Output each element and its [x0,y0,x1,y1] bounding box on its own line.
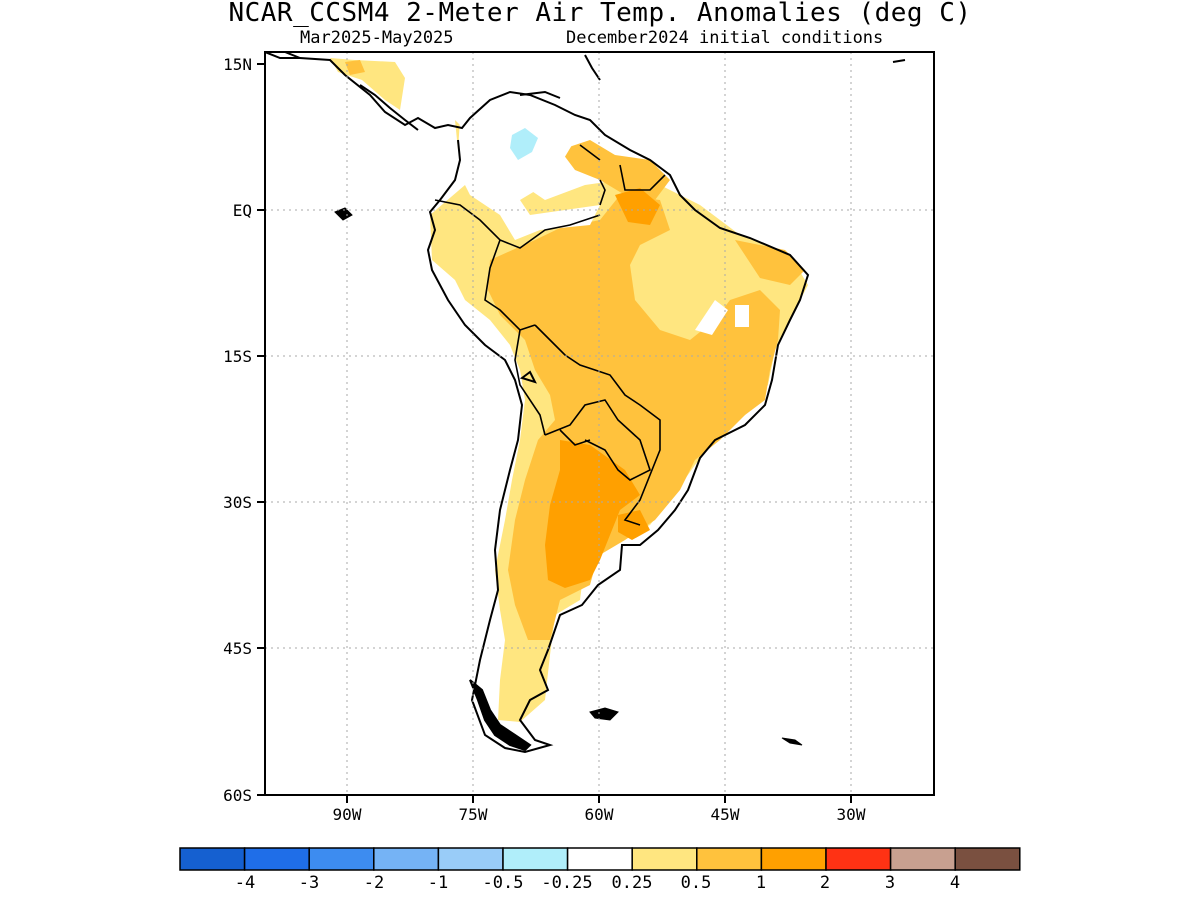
legend-label: 4 [950,873,960,893]
south-georgia [781,737,803,746]
initial-conditions: December2024 initial conditions [566,28,884,48]
legend-color-box [889,847,956,871]
anomaly-region-neutral-brazil-2 [735,305,749,327]
legend-label: -3 [299,873,319,893]
legend-label: -2 [364,873,384,893]
legend-color-box [954,847,1021,871]
continent-outline [284,52,810,754]
map-title: NCAR_CCSM4 2-Meter Air Temp. Anomalies (… [228,0,972,28]
anomaly-region-orange-argentina [545,440,640,588]
y-tick-label: 15S [223,347,252,366]
legend-color-box [631,847,698,871]
y-axis [257,63,265,796]
x-tick-label: 75W [459,805,488,824]
legend-color-box [760,847,827,871]
legend-color-box [437,847,504,871]
legend-label: 3 [885,873,895,893]
legend-label: 0.5 [681,873,712,893]
legend-label: -4 [235,873,255,893]
chile-fjords [469,679,532,752]
anomaly-region-neutral-brazil [695,300,728,335]
central-america-outline [265,52,419,131]
caribbean-islands [519,54,906,99]
anomaly-region-light-orange-amazon-north [560,140,670,200]
y-tick-label: 45S [223,639,252,658]
legend-label: 1 [756,873,766,893]
forecast-period: Mar2025-May2025 [300,28,454,48]
color-legend [179,847,1021,871]
legend-color-box [825,847,892,871]
grid-lines [265,52,934,795]
country-borders [434,144,666,526]
x-axis [346,795,852,803]
galapagos [334,207,353,221]
anomaly-region-light-orange-andes [345,60,365,75]
x-tick-label: 30W [837,805,866,824]
anomaly-region-light-blue [510,128,538,160]
color-legend-labels: -4 -3 -2 -1 -0.5 -0.25 0.25 0.5 1 2 3 4 [235,873,960,893]
legend-color-box [179,847,246,871]
legend-color-box [373,847,440,871]
legend-color-box [696,847,763,871]
legend-color-box [243,847,310,871]
legend-label: -1 [428,873,448,893]
anomaly-region-orange-amazon [615,188,660,225]
legend-label: -0.5 [483,873,524,893]
x-tick-label: 60W [585,805,614,824]
legend-color-box [308,847,375,871]
falkland-islands [589,707,619,721]
y-tick-label: EQ [233,201,252,220]
legend-color-box [502,847,569,871]
x-tick-label: 45W [711,805,740,824]
anomaly-region-neutral-north [458,95,600,240]
y-tick-label: 30S [223,493,252,512]
y-tick-label: 15N [223,55,252,74]
legend-color-box [566,847,633,871]
lake-titicaca [519,370,537,384]
legend-label: -0.25 [541,873,592,893]
x-tick-label: 90W [333,805,362,824]
anomaly-region-light-orange-northeast [735,240,805,285]
legend-label: 2 [820,873,830,893]
y-tick-label: 60S [223,786,252,805]
legend-label: 0.25 [612,873,653,893]
